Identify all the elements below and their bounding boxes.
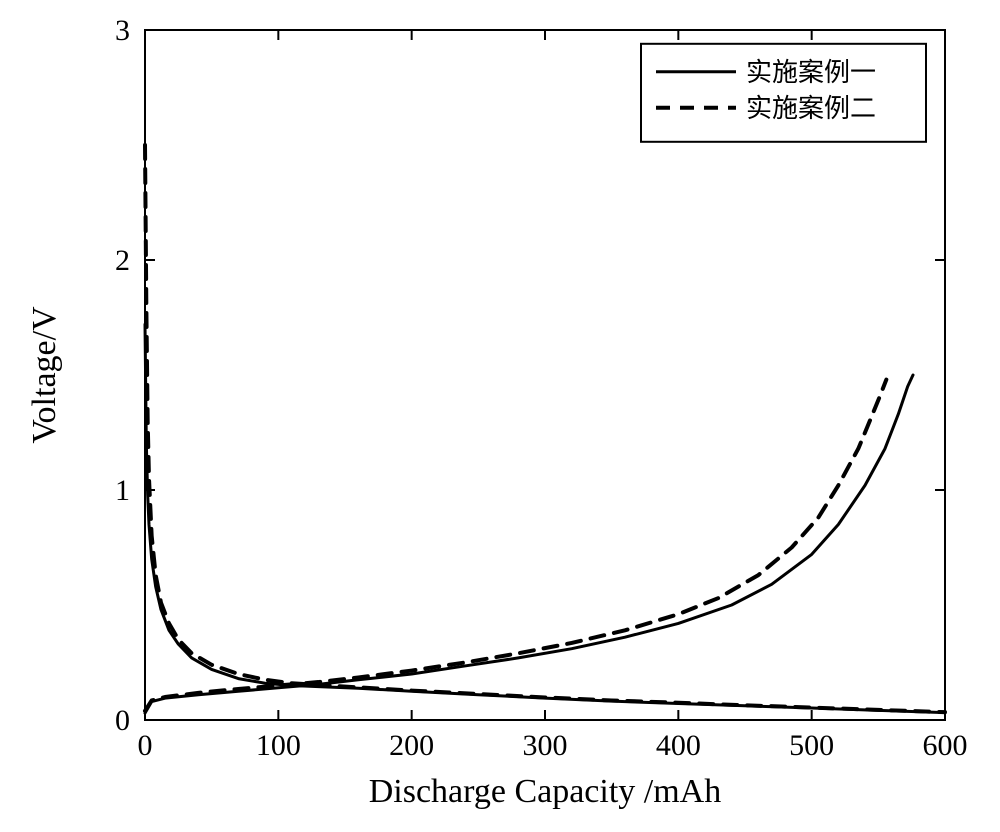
- series-case2_discharge: [145, 145, 945, 712]
- series-case2_charge: [145, 380, 886, 711]
- y-tick-label: 3: [115, 14, 130, 47]
- x-tick-label: 400: [656, 729, 701, 762]
- x-tick-label: 500: [789, 729, 834, 762]
- x-tick-label: 600: [923, 729, 968, 762]
- y-tick-label: 1: [115, 474, 130, 507]
- y-tick-label: 2: [115, 244, 130, 277]
- x-axis-label: Discharge Capacity /mAh: [369, 773, 722, 810]
- legend-label-1: 实施案例二: [746, 94, 876, 123]
- series-case1_charge: [145, 375, 913, 713]
- x-tick-label: 300: [523, 729, 568, 762]
- legend-label-0: 实施案例一: [746, 58, 876, 87]
- y-tick-label: 0: [115, 704, 130, 737]
- x-tick-label: 0: [138, 729, 153, 762]
- x-tick-label: 200: [389, 729, 434, 762]
- chart-container: 0 100 200 300 400 500 600 0 1 2 3 Discharge Capacit…: [0, 0, 1000, 832]
- line-chart: 0 100 200 300 400 500 600 0 1 2 3 Discharge Capacit…: [0, 0, 1000, 832]
- y-axis-label: Voltage/V: [26, 306, 63, 444]
- x-tick-label: 100: [256, 729, 301, 762]
